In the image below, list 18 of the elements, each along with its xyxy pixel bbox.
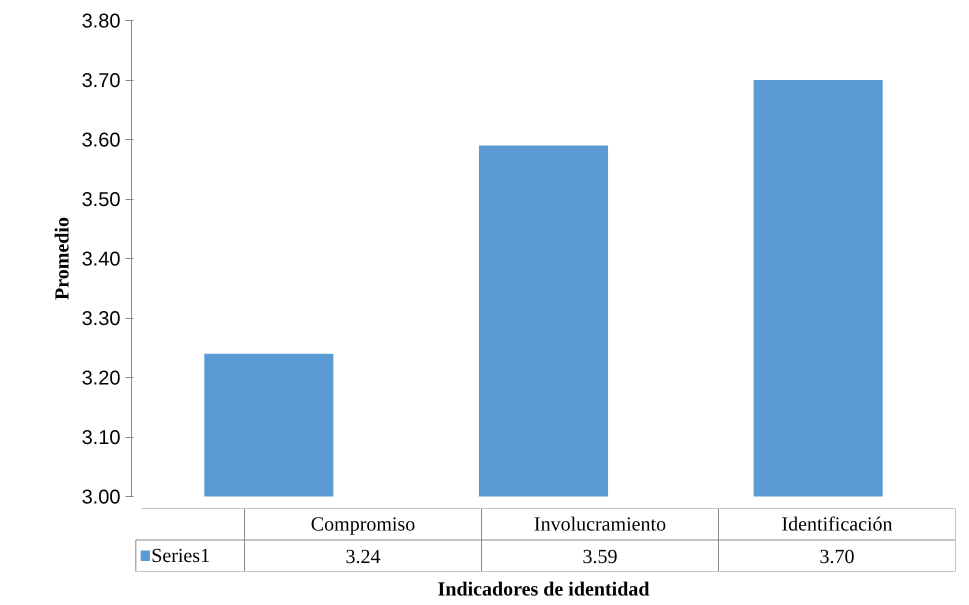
y-axis-title: Promedio bbox=[52, 217, 74, 300]
y-tick-label: 3.00 bbox=[82, 486, 121, 508]
x-tick-label: Identificación bbox=[781, 513, 893, 536]
data-label: 3.24 bbox=[346, 546, 381, 568]
data-label: 3.59 bbox=[582, 546, 618, 568]
x-axis-title: Indicadores de identidad bbox=[438, 578, 650, 600]
x-tick-label: Involucramiento bbox=[534, 513, 666, 536]
y-tick-label: 3.80 bbox=[82, 10, 121, 32]
y-tick-label: 3.40 bbox=[82, 248, 121, 270]
y-tick-label: 3.60 bbox=[82, 130, 121, 152]
data-label: 3.70 bbox=[820, 546, 855, 568]
y-tick-label: 3.70 bbox=[82, 70, 121, 92]
y-tick-label: 3.10 bbox=[82, 427, 121, 449]
x-tick-label: Compromiso bbox=[310, 513, 416, 536]
y-tick-label: 3.20 bbox=[82, 368, 121, 390]
y-tick-label: 3.50 bbox=[82, 189, 121, 211]
y-tick-label: 3.30 bbox=[82, 308, 121, 330]
legend-label: Series1 bbox=[151, 544, 210, 567]
